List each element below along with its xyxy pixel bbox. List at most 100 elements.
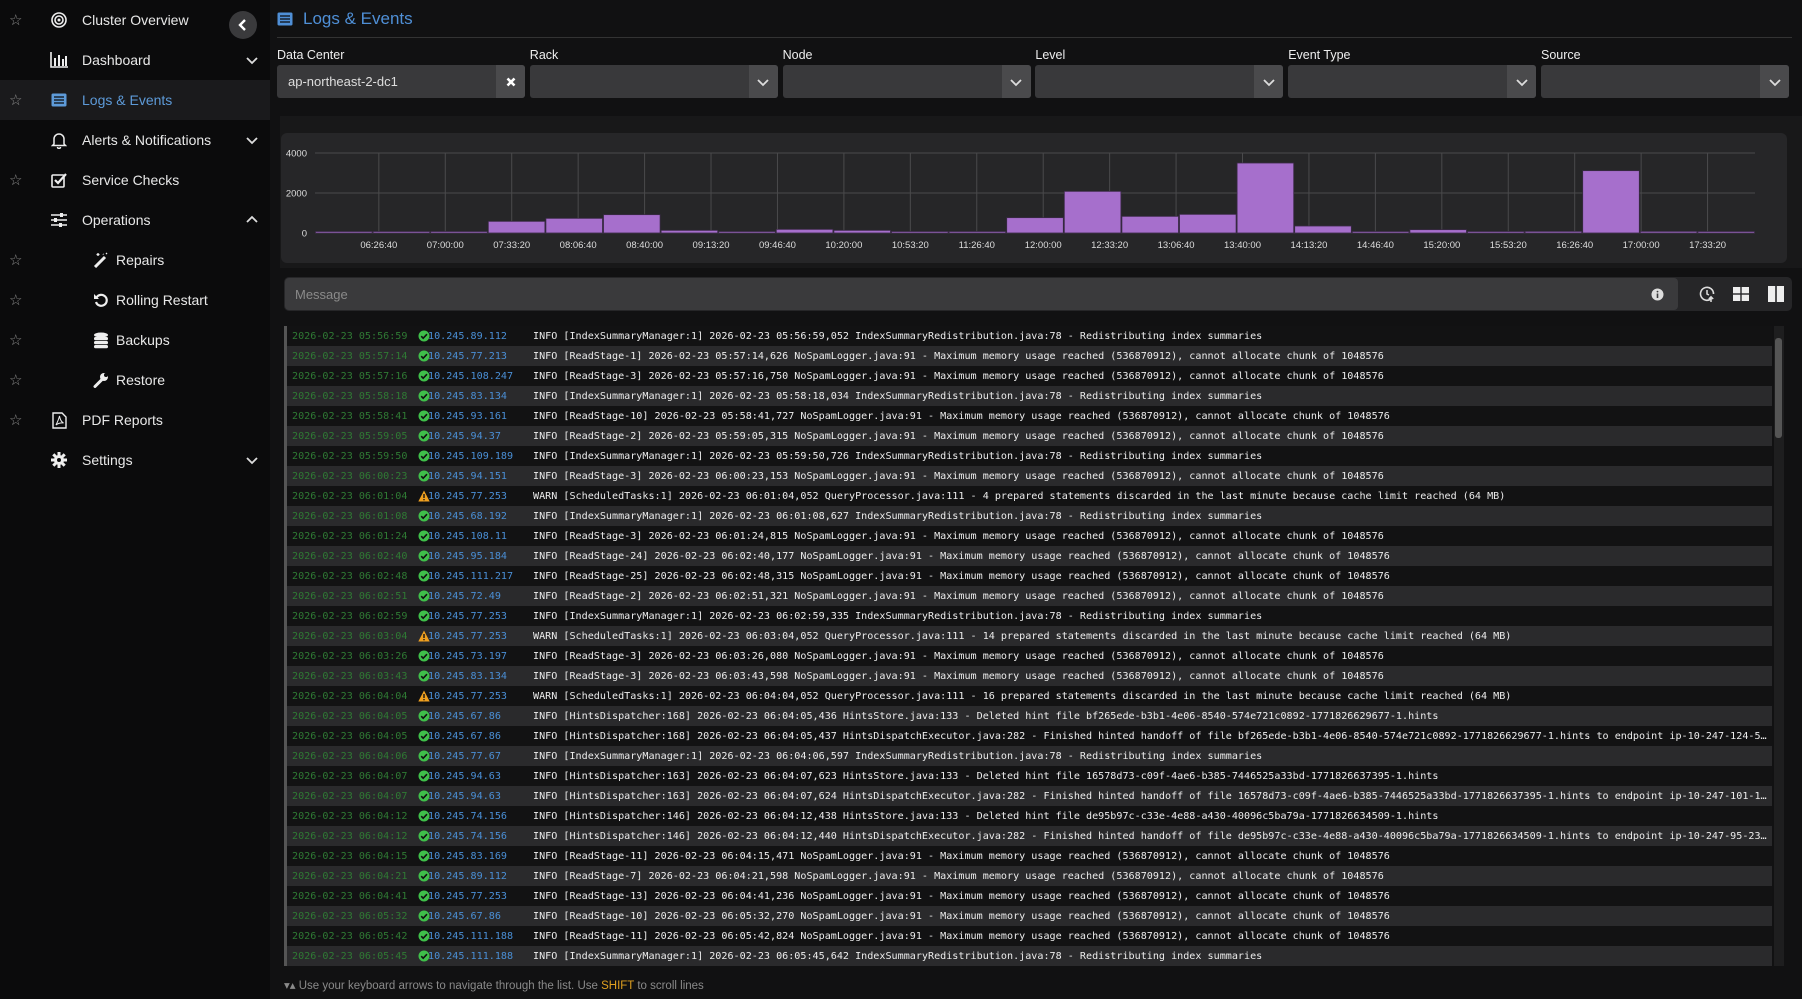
- filter-select-rack[interactable]: [529, 65, 778, 98]
- log-list[interactable]: 2026-02-23 05:56:59 10.245.89.112 INFO [In…: [284, 326, 1772, 966]
- log-node-ip[interactable]: 10.245.89.112: [428, 870, 508, 882]
- log-node-ip[interactable]: 10.245.111.217: [428, 570, 514, 582]
- favorite-star-icon[interactable]: ☆: [9, 92, 23, 109]
- sidebar-item-operations[interactable]: Operations: [0, 200, 270, 240]
- log-row[interactable]: 2026-02-23 06:02:59 10.245.77.253 INFO [In…: [284, 606, 1772, 626]
- log-row[interactable]: 2026-02-23 05:59:05 10.245.94.37 INFO [Rea…: [284, 426, 1772, 446]
- log-row[interactable]: 2026-02-23 05:57:16 10.245.108.247 INFO [R…: [284, 366, 1772, 386]
- log-row[interactable]: 2026-02-23 06:05:42 10.245.111.188 INFO [R…: [284, 926, 1772, 946]
- log-node-ip[interactable]: 10.245.77.253: [428, 630, 508, 642]
- sidebar-item-repairs[interactable]: ☆ Repairs: [0, 240, 270, 280]
- log-node-ip[interactable]: 10.245.83.169: [428, 850, 508, 862]
- log-row[interactable]: 2026-02-23 05:59:50 10.245.109.189 INFO [I…: [284, 446, 1772, 466]
- filter-select-level[interactable]: [1035, 65, 1284, 98]
- log-node-ip[interactable]: 10.245.67.86: [428, 910, 501, 922]
- sidebar-item-alerts-notifications[interactable]: Alerts & Notifications: [0, 120, 270, 160]
- filter-select-event-type[interactable]: [1288, 65, 1537, 98]
- log-node-ip[interactable]: 10.245.95.184: [428, 550, 508, 562]
- log-node-ip[interactable]: 10.245.108.247: [428, 370, 514, 382]
- log-row[interactable]: 2026-02-23 06:04:41 10.245.77.253 INFO [Re…: [284, 886, 1772, 906]
- log-node-ip[interactable]: 10.245.94.151: [428, 470, 508, 482]
- log-node-ip[interactable]: 10.245.74.156: [428, 810, 508, 822]
- log-node-ip[interactable]: 10.245.94.37: [428, 430, 501, 442]
- log-row[interactable]: 2026-02-23 06:04:21 10.245.89.112 INFO [Re…: [284, 866, 1772, 886]
- info-icon[interactable]: [1647, 284, 1667, 304]
- grid-view-icon[interactable]: [1731, 284, 1751, 304]
- log-node-ip[interactable]: 10.245.67.86: [428, 730, 501, 742]
- log-row[interactable]: 2026-02-23 06:03:43 10.245.83.134 INFO [Re…: [284, 666, 1772, 686]
- log-scrollbar[interactable]: [1774, 326, 1784, 966]
- log-row[interactable]: 2026-02-23 06:04:05 10.245.67.86 INFO [Hin…: [284, 706, 1772, 726]
- favorite-star-icon[interactable]: ☆: [9, 412, 23, 429]
- columns-view-icon[interactable]: [1766, 284, 1786, 304]
- log-node-ip[interactable]: 10.245.111.188: [428, 950, 514, 962]
- log-node-ip[interactable]: 10.245.77.253: [428, 690, 508, 702]
- history-icon[interactable]: [1697, 284, 1717, 304]
- log-row[interactable]: 2026-02-23 05:56:59 10.245.89.112 INFO [In…: [284, 326, 1772, 346]
- log-row[interactable]: 2026-02-23 06:04:06 10.245.77.67 INFO [Ind…: [284, 746, 1772, 766]
- log-node-ip[interactable]: 10.245.77.253: [428, 890, 508, 902]
- log-node-ip[interactable]: 10.245.89.112: [428, 330, 508, 342]
- dropdown-button[interactable]: [1254, 65, 1284, 98]
- favorite-star-icon[interactable]: ☆: [9, 252, 23, 269]
- chevron-down-icon[interactable]: [246, 54, 258, 66]
- log-node-ip[interactable]: 10.245.77.67: [428, 750, 501, 762]
- filter-select-source[interactable]: [1541, 65, 1789, 98]
- dropdown-button[interactable]: [748, 65, 778, 98]
- log-row[interactable]: 2026-02-23 06:04:15 10.245.83.169 INFO [Re…: [284, 846, 1772, 866]
- dropdown-button[interactable]: [1507, 65, 1537, 98]
- log-node-ip[interactable]: 10.245.83.134: [428, 390, 508, 402]
- filter-select-node[interactable]: [782, 65, 1031, 98]
- log-row[interactable]: 2026-02-23 06:01:04 10.245.77.253 WARN [Sc…: [284, 486, 1772, 506]
- log-row[interactable]: 2026-02-23 06:05:32 10.245.67.86 INFO [Rea…: [284, 906, 1772, 926]
- dropdown-button[interactable]: [1760, 65, 1789, 98]
- log-node-ip[interactable]: 10.245.109.189: [428, 450, 514, 462]
- log-node-ip[interactable]: 10.245.74.156: [428, 830, 508, 842]
- log-node-ip[interactable]: 10.245.73.197: [428, 650, 508, 662]
- log-row[interactable]: 2026-02-23 06:00:23 10.245.94.151 INFO [Re…: [284, 466, 1772, 486]
- log-row[interactable]: 2026-02-23 06:02:40 10.245.95.184 INFO [Re…: [284, 546, 1772, 566]
- favorite-star-icon[interactable]: ☆: [9, 172, 23, 189]
- log-row[interactable]: 2026-02-23 06:04:05 10.245.67.86 INFO [Hin…: [284, 726, 1772, 746]
- dropdown-button[interactable]: [1001, 65, 1031, 98]
- log-row[interactable]: 2026-02-23 06:05:45 10.245.111.188 INFO [I…: [284, 946, 1772, 966]
- log-node-ip[interactable]: 10.245.77.253: [428, 490, 508, 502]
- sidebar-item-logs-events[interactable]: ☆ Logs & Events: [0, 80, 270, 120]
- log-node-ip[interactable]: 10.245.77.253: [428, 610, 508, 622]
- log-row[interactable]: 2026-02-23 06:01:08 10.245.68.192 INFO [In…: [284, 506, 1772, 526]
- collapse-sidebar-button[interactable]: [229, 11, 257, 39]
- sidebar-item-service-checks[interactable]: ☆ Service Checks: [0, 160, 270, 200]
- sidebar-item-pdf-reports[interactable]: ☆ PDF Reports: [0, 400, 270, 440]
- log-node-ip[interactable]: 10.245.67.86: [428, 710, 501, 722]
- log-node-ip[interactable]: 10.245.83.134: [428, 670, 508, 682]
- sidebar-item-restore[interactable]: ☆ Restore: [0, 360, 270, 400]
- log-row[interactable]: 2026-02-23 06:01:24 10.245.108.11 INFO [Re…: [284, 526, 1772, 546]
- log-row[interactable]: 2026-02-23 05:58:41 10.245.93.161 INFO [Re…: [284, 406, 1772, 426]
- log-node-ip[interactable]: 10.245.108.11: [428, 530, 508, 542]
- chevron-up-icon[interactable]: [246, 214, 258, 226]
- sidebar-item-dashboard[interactable]: Dashboard: [0, 40, 270, 80]
- sidebar-item-rolling-restart[interactable]: ☆ Rolling Restart: [0, 280, 270, 320]
- favorite-star-icon[interactable]: ☆: [9, 12, 23, 29]
- log-node-ip[interactable]: 10.245.77.213: [428, 350, 508, 362]
- sidebar-item-settings[interactable]: Settings: [0, 440, 270, 480]
- log-row[interactable]: 2026-02-23 06:03:26 10.245.73.197 INFO [Re…: [284, 646, 1772, 666]
- log-row[interactable]: 2026-02-23 05:57:14 10.245.77.213 INFO [Re…: [284, 346, 1772, 366]
- favorite-star-icon[interactable]: ☆: [9, 292, 23, 309]
- log-row[interactable]: 2026-02-23 06:04:12 10.245.74.156 INFO [Hi…: [284, 806, 1772, 826]
- log-row[interactable]: 2026-02-23 06:02:51 10.245.72.49 INFO [Rea…: [284, 586, 1772, 606]
- favorite-star-icon[interactable]: ☆: [9, 372, 23, 389]
- log-node-ip[interactable]: 10.245.68.192: [428, 510, 508, 522]
- sidebar-item-cluster-overview[interactable]: ☆ Cluster Overview: [0, 0, 270, 40]
- log-node-ip[interactable]: 10.245.94.63: [428, 790, 501, 802]
- log-row[interactable]: 2026-02-23 06:04:04 10.245.77.253 WARN [Sc…: [284, 686, 1772, 706]
- log-row[interactable]: 2026-02-23 06:03:04 10.245.77.253 WARN [Sc…: [284, 626, 1772, 646]
- clear-filter-button[interactable]: [496, 65, 525, 98]
- favorite-star-icon[interactable]: ☆: [9, 332, 23, 349]
- log-node-ip[interactable]: 10.245.93.161: [428, 410, 508, 422]
- log-row[interactable]: 2026-02-23 06:04:07 10.245.94.63 INFO [Hin…: [284, 766, 1772, 786]
- log-node-ip[interactable]: 10.245.111.188: [428, 930, 514, 942]
- message-input[interactable]: [285, 278, 1678, 310]
- log-row[interactable]: 2026-02-23 06:04:12 10.245.74.156 INFO [Hi…: [284, 826, 1772, 846]
- log-row[interactable]: 2026-02-23 06:04:07 10.245.94.63 INFO [Hin…: [284, 786, 1772, 806]
